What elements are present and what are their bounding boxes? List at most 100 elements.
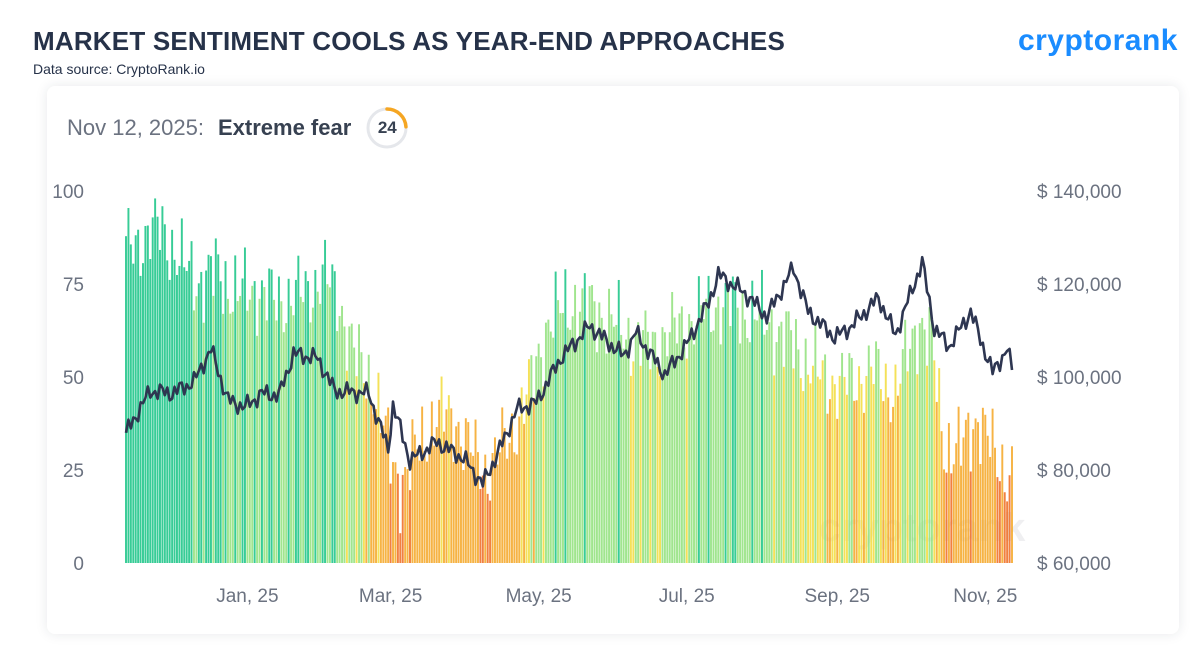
sentiment-bar[interactable] bbox=[277, 276, 280, 564]
sentiment-bar[interactable] bbox=[125, 236, 127, 563]
sentiment-bar[interactable] bbox=[280, 301, 283, 563]
sentiment-bar[interactable] bbox=[491, 453, 494, 563]
sentiment-bar[interactable] bbox=[246, 310, 249, 563]
sentiment-bar[interactable] bbox=[375, 409, 377, 563]
sentiment-bar[interactable] bbox=[384, 415, 387, 563]
sentiment-bar[interactable] bbox=[571, 316, 574, 563]
sentiment-bar[interactable] bbox=[855, 400, 858, 563]
sentiment-bar[interactable] bbox=[921, 317, 924, 563]
sentiment-bar[interactable] bbox=[676, 343, 678, 563]
sentiment-bar[interactable] bbox=[520, 387, 523, 563]
sentiment-bar[interactable] bbox=[685, 358, 688, 563]
sentiment-bar[interactable] bbox=[824, 354, 827, 563]
sentiment-bar[interactable] bbox=[782, 366, 785, 563]
sentiment-bar[interactable] bbox=[906, 371, 909, 563]
sentiment-bar[interactable] bbox=[591, 285, 594, 563]
sentiment-bar[interactable] bbox=[372, 414, 375, 563]
sentiment-bar[interactable] bbox=[710, 332, 712, 563]
sentiment-bar[interactable] bbox=[506, 458, 509, 563]
sentiment-bar[interactable] bbox=[860, 383, 863, 563]
sentiment-bar[interactable] bbox=[724, 282, 727, 563]
sentiment-bar[interactable] bbox=[316, 291, 319, 563]
sentiment-bar[interactable] bbox=[231, 311, 234, 563]
sentiment-bar[interactable] bbox=[663, 332, 666, 563]
sentiment-bar[interactable] bbox=[826, 413, 829, 563]
sentiment-bar[interactable] bbox=[302, 302, 305, 563]
sentiment-bar[interactable] bbox=[894, 364, 897, 563]
sentiment-bar[interactable] bbox=[343, 326, 346, 563]
sentiment-bar[interactable] bbox=[336, 331, 339, 563]
sentiment-bar[interactable] bbox=[989, 456, 992, 563]
sentiment-bar[interactable] bbox=[399, 533, 402, 563]
sentiment-bar[interactable] bbox=[758, 309, 761, 563]
sentiment-bar[interactable] bbox=[574, 284, 577, 563]
sentiment-bar[interactable] bbox=[438, 399, 441, 563]
sentiment-bar[interactable] bbox=[273, 299, 276, 563]
sentiment-bar[interactable] bbox=[345, 370, 348, 563]
sentiment-bar[interactable] bbox=[142, 263, 144, 563]
sentiment-bar[interactable] bbox=[205, 270, 208, 563]
sentiment-bar[interactable] bbox=[307, 281, 310, 563]
sentiment-bar[interactable] bbox=[341, 305, 344, 563]
sentiment-bar[interactable] bbox=[622, 348, 625, 563]
sentiment-bar[interactable] bbox=[996, 477, 999, 563]
sentiment-bar[interactable] bbox=[260, 280, 263, 563]
sentiment-bar[interactable] bbox=[680, 306, 683, 563]
sentiment-bar[interactable] bbox=[656, 366, 659, 563]
sentiment-bar[interactable] bbox=[214, 238, 217, 563]
sentiment-bar[interactable] bbox=[515, 454, 518, 563]
sentiment-bar[interactable] bbox=[850, 357, 853, 563]
sentiment-bar[interactable] bbox=[353, 347, 356, 563]
sentiment-bar[interactable] bbox=[746, 337, 749, 563]
sentiment-bar[interactable] bbox=[819, 379, 822, 563]
sentiment-bar[interactable] bbox=[870, 366, 873, 563]
sentiment-bar[interactable] bbox=[697, 276, 700, 563]
sentiment-bar[interactable] bbox=[326, 284, 329, 563]
sentiment-bar[interactable] bbox=[258, 298, 261, 563]
sentiment-bar[interactable] bbox=[935, 401, 938, 563]
sentiment-bar[interactable] bbox=[248, 299, 251, 563]
sentiment-bar[interactable] bbox=[564, 269, 567, 563]
sentiment-bar[interactable] bbox=[659, 376, 661, 563]
sentiment-bar[interactable] bbox=[608, 288, 611, 563]
sentiment-bar[interactable] bbox=[933, 360, 936, 563]
sentiment-bar[interactable] bbox=[858, 366, 861, 563]
sentiment-bar[interactable] bbox=[360, 352, 363, 563]
sentiment-bar[interactable] bbox=[962, 437, 965, 563]
sentiment-bar[interactable] bbox=[688, 314, 691, 563]
sentiment-bar[interactable] bbox=[263, 287, 266, 563]
sentiment-bar[interactable] bbox=[911, 328, 914, 563]
sentiment-bar[interactable] bbox=[443, 431, 445, 563]
sentiment-bar[interactable] bbox=[909, 348, 912, 563]
sentiment-bar[interactable] bbox=[1008, 475, 1011, 563]
sentiment-bar[interactable] bbox=[493, 437, 496, 563]
sentiment-bar[interactable] bbox=[440, 376, 443, 563]
sentiment-bar[interactable] bbox=[875, 341, 878, 563]
sentiment-bar[interactable] bbox=[926, 365, 929, 563]
sentiment-bar[interactable] bbox=[671, 292, 674, 563]
sentiment-bar[interactable] bbox=[404, 467, 407, 563]
sentiment-bar[interactable] bbox=[848, 353, 851, 563]
sentiment-bar[interactable] bbox=[612, 326, 615, 563]
sentiment-bar[interactable] bbox=[527, 359, 530, 563]
sentiment-bar[interactable] bbox=[193, 310, 195, 563]
sentiment-bar[interactable] bbox=[202, 322, 205, 563]
sentiment-bar[interactable] bbox=[229, 313, 232, 563]
sentiment-bar[interactable] bbox=[940, 431, 943, 563]
sentiment-bar[interactable] bbox=[129, 244, 132, 563]
sentiment-bar[interactable] bbox=[270, 269, 273, 563]
sentiment-bar[interactable] bbox=[901, 349, 904, 563]
sentiment-bar[interactable] bbox=[797, 349, 800, 563]
sentiment-bar[interactable] bbox=[615, 324, 618, 563]
sentiment-bar[interactable] bbox=[775, 342, 778, 563]
sentiment-bar[interactable] bbox=[833, 384, 836, 563]
sentiment-bar[interactable] bbox=[583, 273, 586, 563]
sentiment-bar[interactable] bbox=[394, 462, 397, 563]
sentiment-bar[interactable] bbox=[683, 347, 686, 563]
sentiment-bar[interactable] bbox=[790, 330, 793, 563]
sentiment-bar[interactable] bbox=[309, 322, 312, 563]
sentiment-bar[interactable] bbox=[702, 319, 705, 563]
sentiment-bar[interactable] bbox=[867, 345, 870, 564]
sentiment-bar[interactable] bbox=[178, 265, 181, 563]
sentiment-bar[interactable] bbox=[809, 383, 812, 563]
